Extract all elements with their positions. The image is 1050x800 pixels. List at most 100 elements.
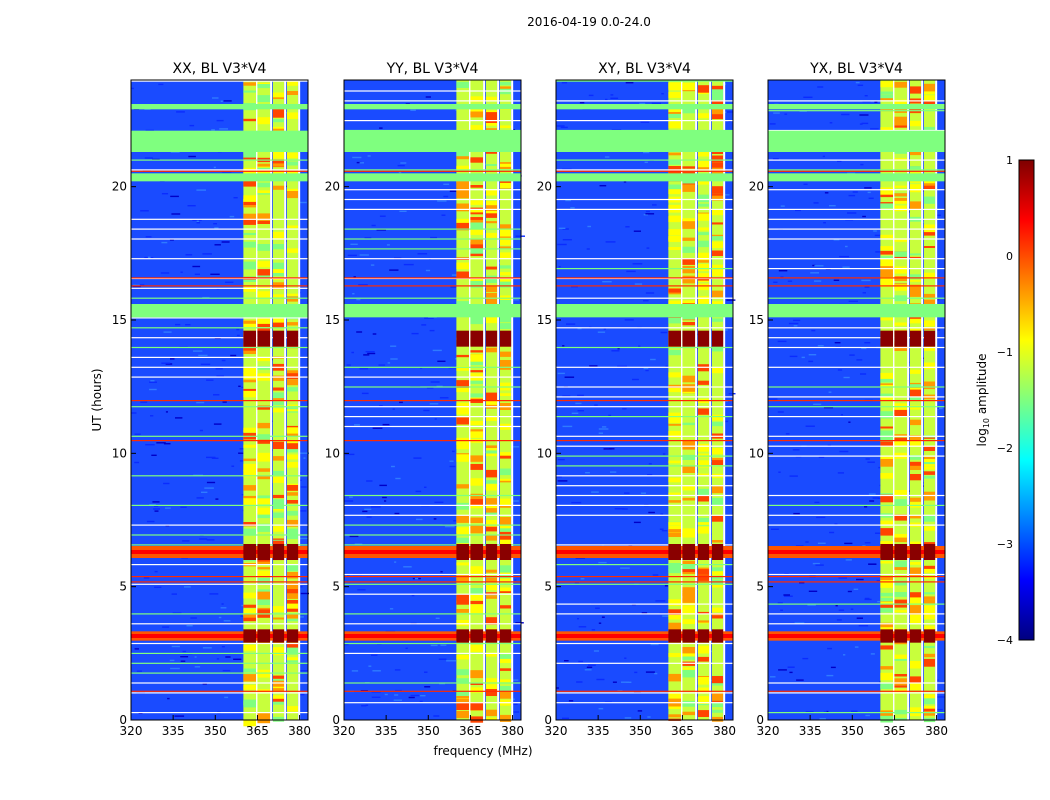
rfi-channel-cell — [697, 113, 710, 119]
y-tick-label: 20 — [749, 180, 764, 194]
flag-line — [344, 544, 521, 546]
rfi-channel-cell — [485, 320, 498, 324]
noise-mark — [361, 392, 369, 395]
rfi-channel-cell — [880, 455, 894, 461]
rfi-channel-cell — [470, 595, 484, 601]
rfi-channel-cell — [470, 644, 484, 652]
rfi-line — [131, 400, 308, 402]
noise-mark — [196, 220, 199, 222]
noise-mark — [387, 362, 391, 364]
noise-mark — [814, 501, 820, 504]
rfi-channel-cell — [668, 121, 682, 129]
rfi-line — [344, 277, 521, 279]
rfi-channel-cell — [272, 392, 285, 399]
strong-rfi-band-0 — [344, 629, 521, 643]
rfi-channel-cell — [272, 408, 285, 413]
rfi-channel-cell — [880, 258, 894, 267]
rfi-channel-cell — [456, 179, 470, 188]
flag-line — [131, 564, 308, 566]
rfi-channel-cell — [485, 505, 498, 509]
flag-line — [768, 386, 945, 388]
rfi-channel-cell — [880, 97, 894, 101]
rfi-channel-cell — [470, 420, 484, 425]
flagged-band — [768, 304, 945, 318]
rfi-channel-cell — [499, 517, 512, 525]
rfi-channel-cell — [711, 92, 724, 101]
noise-mark — [578, 626, 587, 628]
noise-mark — [170, 667, 180, 670]
noise-mark — [209, 593, 219, 595]
flag-line — [768, 682, 945, 684]
rfi-channel-cell — [880, 558, 894, 564]
noise-mark — [213, 423, 222, 425]
noise-mark — [579, 102, 585, 104]
rfi-channel-cell — [485, 469, 498, 478]
rfi-channel-cell — [286, 449, 299, 453]
noise-mark — [665, 584, 668, 586]
rfi-channel-cell — [456, 262, 470, 270]
noise-mark — [425, 96, 431, 98]
noise-mark — [296, 616, 304, 618]
rfi-line — [344, 170, 521, 172]
rfi-channel-cell — [880, 441, 894, 447]
rfi-channel-cell — [485, 689, 498, 696]
strong-rfi-cell — [697, 544, 710, 560]
rfi-channel-cell — [243, 684, 257, 690]
rfi-channel-cell — [880, 246, 894, 251]
rfi-channel-cell — [697, 411, 710, 415]
rfi-channel-cell — [909, 440, 922, 447]
rfi-channel-cell — [470, 200, 484, 205]
rfi-channel-cell — [697, 240, 710, 248]
noise-mark — [834, 523, 838, 525]
rfi-channel-cell — [894, 434, 908, 437]
rfi-channel-cell — [470, 241, 484, 250]
noise-mark — [803, 96, 813, 98]
noise-mark — [239, 460, 246, 462]
noise-mark — [848, 300, 858, 302]
rfi-channel-cell — [711, 110, 724, 117]
flagged-band — [344, 304, 521, 318]
rfi-channel-cell — [894, 238, 908, 242]
noise-mark — [575, 402, 582, 405]
noise-mark — [432, 349, 442, 352]
rfi-channel-cell — [909, 661, 922, 669]
rfi-line — [131, 440, 308, 442]
rfi-channel-cell — [894, 99, 908, 108]
flag-line — [131, 327, 308, 329]
rfi-channel-cell — [894, 718, 908, 721]
rfi-channel-cell — [697, 460, 710, 468]
rfi-channel-cell — [485, 416, 498, 421]
rfi-channel-cell — [668, 247, 682, 250]
rfi-channel-cell — [499, 605, 512, 609]
noise-mark — [299, 510, 307, 512]
noise-mark — [833, 279, 840, 281]
noise-mark — [934, 696, 945, 698]
strong-rfi-band-1 — [344, 544, 521, 560]
noise-mark — [175, 417, 183, 419]
rfi-channel-cell — [880, 430, 894, 439]
rfi-channel-cell — [286, 112, 299, 119]
rfi-channel-cell — [923, 183, 936, 186]
strong-rfi-cell — [272, 629, 285, 643]
flag-line — [344, 208, 521, 210]
noise-mark — [199, 429, 203, 432]
rfi-line — [131, 581, 308, 583]
noise-mark — [366, 516, 372, 518]
noise-mark — [728, 120, 732, 122]
rfi-channel-cell — [697, 203, 710, 207]
noise-mark — [643, 300, 649, 302]
rfi-channel-cell — [499, 314, 512, 323]
flag-line — [556, 297, 733, 299]
rfi-channel-cell — [682, 445, 696, 450]
rfi-channel-cell — [894, 499, 908, 506]
rfi-channel-cell — [243, 613, 257, 617]
rfi-channel-cell — [711, 367, 724, 374]
noise-mark — [300, 592, 309, 595]
noise-mark — [652, 204, 657, 206]
rfi-channel-cell — [923, 576, 936, 579]
x-tick-label: 365 — [671, 724, 694, 738]
rfi-channel-cell — [456, 368, 470, 371]
rfi-channel-cell — [272, 159, 285, 164]
flag-line — [768, 346, 945, 349]
